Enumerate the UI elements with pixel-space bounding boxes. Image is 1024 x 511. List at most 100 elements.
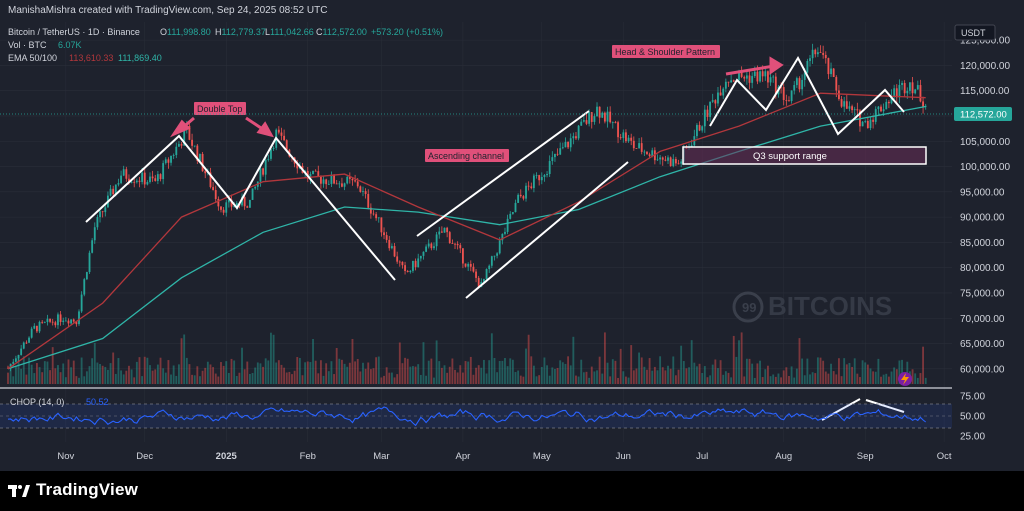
volume-bar [598, 356, 601, 384]
candle-body [443, 227, 446, 233]
candle-body [680, 161, 683, 164]
lightning-icon[interactable] [898, 372, 912, 386]
candle-body [401, 261, 404, 266]
ohlc-low: L111,042.66 [265, 27, 314, 37]
candle-body [33, 325, 36, 329]
candle-body [835, 77, 838, 91]
candle-body [609, 111, 612, 123]
ema100-value: 111,869.40 [118, 53, 162, 63]
candle-body [327, 183, 330, 185]
volume-bar [456, 372, 459, 384]
volume-bar [67, 359, 70, 384]
volume-bar [782, 370, 785, 384]
volume-bar [138, 357, 141, 384]
price-chart[interactable]: 99 BITCOINS Q3 support range Double Top … [0, 22, 1024, 471]
candle-body [674, 159, 677, 164]
volume-bar [338, 358, 341, 384]
volume-bar [525, 348, 527, 384]
volume-bar [59, 372, 62, 384]
candle-body [125, 169, 128, 179]
candle-body [120, 175, 122, 184]
volume-bar [559, 360, 562, 384]
ascending-channel-lower [465, 161, 629, 299]
volume-bar [798, 338, 801, 384]
candle-body [417, 258, 420, 268]
price-tick-label: 115,000.00 [960, 86, 1010, 97]
candle-body [280, 132, 283, 136]
candle-body [830, 68, 832, 75]
candle-body [225, 202, 228, 213]
volume-bar [527, 334, 530, 384]
volume-bar [872, 371, 875, 384]
volume-bar [622, 371, 625, 384]
volume-bar [64, 377, 67, 384]
candle-body [556, 153, 559, 155]
volume-bar [412, 366, 414, 384]
candle-body [425, 246, 428, 252]
candle-body [661, 157, 664, 160]
volume-bar [333, 374, 335, 384]
volume-bar [506, 366, 509, 384]
volume-bar [816, 357, 819, 384]
volume-bar [38, 367, 41, 384]
volume-bar [740, 332, 743, 384]
watermark-text: BITCOINS [768, 291, 892, 321]
volume-bar [288, 371, 291, 384]
volume-bar [554, 368, 556, 384]
candle-body [235, 203, 238, 207]
volume-bar [448, 366, 451, 384]
volume-bar [540, 367, 543, 384]
candle-body [472, 266, 475, 272]
watermark-number: 99 [742, 300, 756, 315]
price-axis: 125,000.00120,000.00115,000.00110,000.00… [960, 36, 1010, 376]
volume-bar [483, 359, 485, 384]
candle-body [483, 279, 485, 283]
volume-bar [801, 358, 804, 384]
volume-bar [101, 365, 104, 384]
volume-bar [280, 364, 283, 384]
volume-bar [354, 361, 357, 384]
candle-body [38, 321, 41, 332]
volume-bar [698, 363, 701, 384]
candle-body [222, 209, 225, 213]
volume-bar [659, 356, 662, 384]
candle-body [769, 77, 772, 83]
volume-bar [582, 372, 585, 384]
candle-body [890, 95, 893, 104]
price-tick-label: 75,000.00 [960, 288, 1005, 299]
ohlc-open: O111,998.80 [160, 27, 211, 37]
volume-bar [719, 360, 722, 384]
candle-body [711, 100, 714, 102]
volume-bar [264, 358, 267, 384]
candle-body [911, 82, 914, 94]
candle-body [745, 75, 748, 79]
candle-body [498, 240, 501, 254]
volume-bar [248, 373, 251, 384]
ascending-channel-label: Ascending channel [428, 151, 504, 161]
volume-bar [869, 368, 872, 384]
volume-bar [83, 376, 86, 384]
currency-badge[interactable]: USDT [961, 28, 986, 38]
candle-body [135, 180, 138, 183]
candle-body [325, 179, 328, 185]
volume-bar [404, 357, 406, 384]
double-top-annotation: Double Top [194, 102, 246, 115]
tradingview-brand[interactable]: TradingView [36, 480, 139, 499]
volume-bar [485, 373, 488, 384]
volume-bar [711, 364, 714, 384]
volume-bar [667, 365, 669, 384]
candle-body [191, 139, 193, 146]
candle-body [114, 184, 117, 195]
volume-bar [780, 377, 783, 384]
candle-body [319, 175, 322, 184]
volume-bar [267, 360, 270, 384]
volume-bar [312, 338, 314, 384]
volume-bar [548, 375, 551, 384]
volume-bar [277, 360, 280, 384]
volume-bar [85, 371, 88, 384]
volume-bar [575, 375, 577, 384]
candle-body [398, 261, 401, 263]
candle-body [811, 49, 814, 59]
volume-bar [596, 370, 598, 384]
price-tick-label: 60,000.00 [960, 364, 1005, 375]
